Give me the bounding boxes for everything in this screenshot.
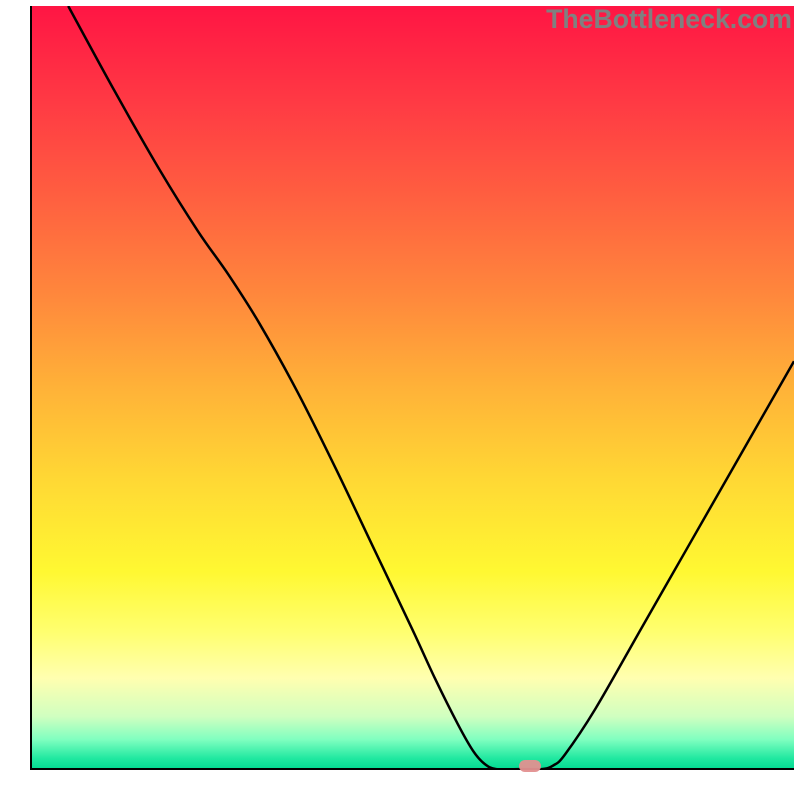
chart-container: TheBottleneck.com	[0, 0, 800, 800]
watermark-text: TheBottleneck.com	[546, 4, 792, 35]
optimum-marker	[519, 760, 541, 772]
curve-svg	[30, 6, 794, 770]
bottleneck-curve	[68, 6, 794, 769]
plot-area	[30, 6, 794, 770]
